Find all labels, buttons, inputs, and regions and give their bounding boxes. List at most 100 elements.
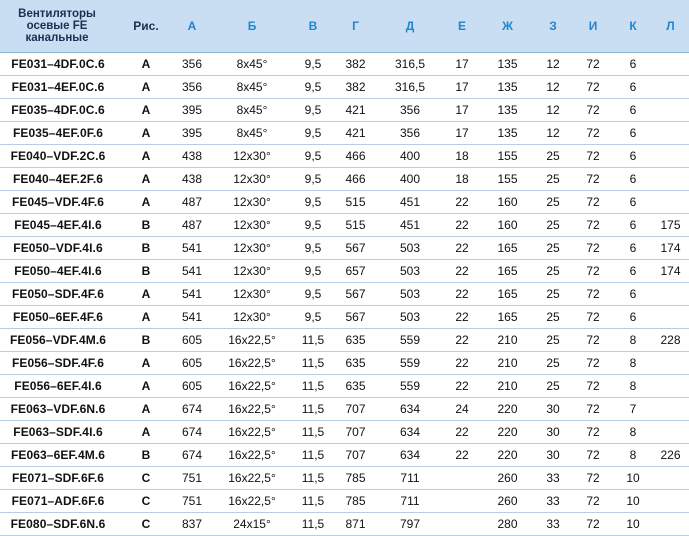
value-cell: 220 xyxy=(481,443,534,467)
value-cell: 11,5 xyxy=(292,328,334,352)
value-cell: 9,5 xyxy=(292,52,334,76)
value-cell: 9,5 xyxy=(292,75,334,99)
value-cell xyxy=(652,420,689,444)
value-cell: 22 xyxy=(443,213,481,237)
value-cell: 541 xyxy=(172,259,212,283)
value-cell: 785 xyxy=(334,466,377,490)
value-cell: 567 xyxy=(334,282,377,306)
value-cell: 10 xyxy=(614,512,652,536)
value-cell: 6 xyxy=(614,236,652,260)
figure-cell: B xyxy=(120,213,172,237)
table-row: FE050–4EF.4I.6 B 541 12x30° 9,5 657 503 22 165 25… xyxy=(0,259,689,283)
model-cell: FE035–4DF.0C.6 xyxy=(0,98,120,122)
figure-cell: A xyxy=(120,75,172,99)
value-cell: 707 xyxy=(334,397,377,421)
value-cell: 6 xyxy=(614,282,652,306)
table-row: FE031–4DF.0C.6 A 356 8x45° 9,5 382 316,5 17 135 1… xyxy=(0,52,689,76)
value-cell: 634 xyxy=(377,443,443,467)
value-cell: 6 xyxy=(614,259,652,283)
model-cell: FE035–4EF.0F.6 xyxy=(0,121,120,145)
value-cell: 466 xyxy=(334,167,377,191)
value-cell: 12x30° xyxy=(212,213,292,237)
value-cell: 22 xyxy=(443,259,481,283)
value-cell: 503 xyxy=(377,259,443,283)
value-cell: 11,5 xyxy=(292,397,334,421)
value-cell: 72 xyxy=(572,98,614,122)
value-cell: 12x30° xyxy=(212,305,292,329)
value-cell: 605 xyxy=(172,328,212,352)
value-cell xyxy=(443,512,481,536)
figure-cell: C xyxy=(120,512,172,536)
value-cell: 559 xyxy=(377,374,443,398)
value-cell: 16x22,5° xyxy=(212,351,292,375)
model-cell: FE050–4EF.4I.6 xyxy=(0,259,120,283)
value-cell: 12x30° xyxy=(212,144,292,168)
value-cell: 72 xyxy=(572,374,614,398)
value-cell: 541 xyxy=(172,282,212,306)
value-cell: 9,5 xyxy=(292,190,334,214)
figure-cell: C xyxy=(120,466,172,490)
value-cell: 22 xyxy=(443,351,481,375)
value-cell xyxy=(443,489,481,513)
model-cell: FE050–SDF.4F.6 xyxy=(0,282,120,306)
value-cell: 751 xyxy=(172,466,212,490)
value-cell: 12 xyxy=(534,52,572,76)
model-cell: FE056–6EF.4I.6 xyxy=(0,374,120,398)
value-cell: 16x22,5° xyxy=(212,489,292,513)
value-cell: 25 xyxy=(534,259,572,283)
value-cell: 6 xyxy=(614,305,652,329)
value-cell: 487 xyxy=(172,190,212,214)
value-cell: 260 xyxy=(481,489,534,513)
figure-cell: C xyxy=(120,489,172,513)
value-cell: 707 xyxy=(334,443,377,467)
value-cell: 8x45° xyxy=(212,121,292,145)
value-cell: 260 xyxy=(481,466,534,490)
figure-cell: A xyxy=(120,144,172,168)
value-cell: 165 xyxy=(481,236,534,260)
value-cell xyxy=(652,489,689,513)
value-cell: 33 xyxy=(534,489,572,513)
value-cell: 174 xyxy=(652,236,689,260)
value-cell: 25 xyxy=(534,351,572,375)
table-row: FE080–SDF.6N.6 C 837 24x15° 11,5 871 797 280 33 7… xyxy=(0,512,689,536)
table-row: FE071–ADF.6F.6 C 751 16x22,5° 11,5 785 711 260 3… xyxy=(0,489,689,513)
value-cell: 210 xyxy=(481,351,534,375)
value-cell: 22 xyxy=(443,305,481,329)
value-cell: 22 xyxy=(443,328,481,352)
value-cell: 25 xyxy=(534,305,572,329)
value-cell: 175 xyxy=(652,213,689,237)
table-row: FE045–VDF.4F.6 A 487 12x30° 9,5 515 451 22 160 25… xyxy=(0,190,689,214)
value-cell: 25 xyxy=(534,236,572,260)
value-cell: 541 xyxy=(172,236,212,260)
figure-cell: A xyxy=(120,351,172,375)
value-cell: 9,5 xyxy=(292,98,334,122)
value-cell xyxy=(652,52,689,76)
value-cell: 25 xyxy=(534,374,572,398)
table-row: FE031–4EF.0C.6 A 356 8x45° 9,5 382 316,5 17 135 1… xyxy=(0,75,689,99)
value-cell: 165 xyxy=(481,282,534,306)
value-cell: 24 xyxy=(443,397,481,421)
value-cell: 8x45° xyxy=(212,98,292,122)
model-cell: FE080–SDF.6N.6 xyxy=(0,512,120,536)
model-cell: FE071–ADF.6F.6 xyxy=(0,489,120,513)
value-cell: 674 xyxy=(172,443,212,467)
value-cell: 503 xyxy=(377,305,443,329)
table-row: FE056–SDF.4F.6 A 605 16x22,5° 11,5 635 559 22 21… xyxy=(0,351,689,375)
column-header-i: И xyxy=(572,0,614,53)
value-cell: 541 xyxy=(172,305,212,329)
table-header: Вентиляторы осевые FE канальные Рис. А Б… xyxy=(0,0,689,53)
value-cell: 466 xyxy=(334,144,377,168)
column-header-zh: Ж xyxy=(481,0,534,53)
value-cell: 12x30° xyxy=(212,190,292,214)
figure-cell: B xyxy=(120,328,172,352)
value-cell: 400 xyxy=(377,144,443,168)
figure-cell: A xyxy=(120,305,172,329)
figure-cell: A xyxy=(120,397,172,421)
value-cell: 515 xyxy=(334,190,377,214)
value-cell: 17 xyxy=(443,121,481,145)
value-cell: 515 xyxy=(334,213,377,237)
value-cell: 559 xyxy=(377,351,443,375)
value-cell: 567 xyxy=(334,236,377,260)
value-cell: 210 xyxy=(481,328,534,352)
value-cell: 17 xyxy=(443,98,481,122)
